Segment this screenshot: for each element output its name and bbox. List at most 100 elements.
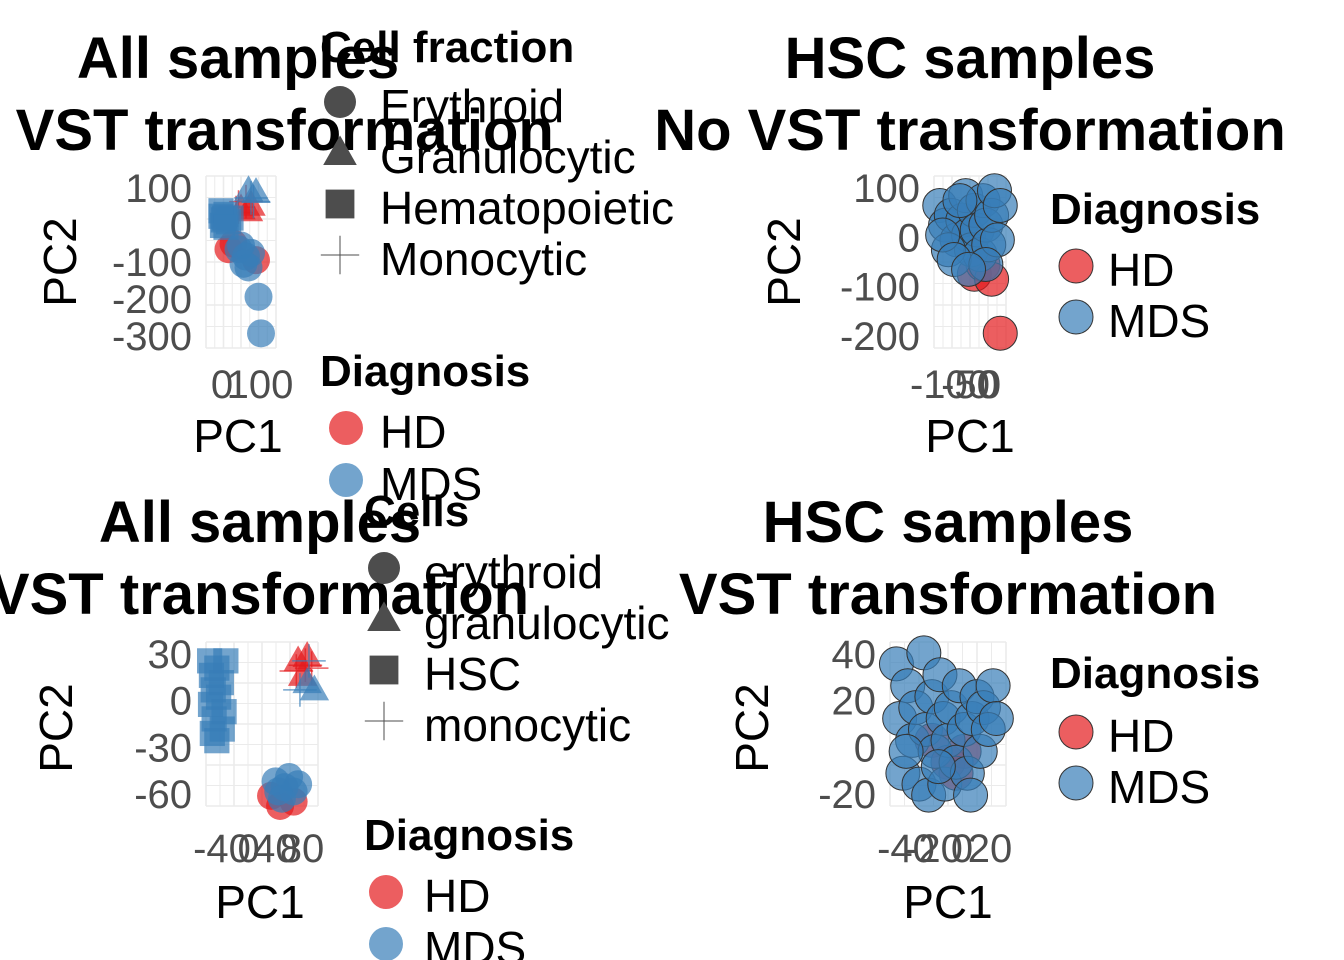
- legend-key-square: [369, 655, 399, 685]
- legend-key-hd: [329, 411, 363, 445]
- chart-subtitle: No VST transformation: [654, 98, 1286, 163]
- x-axis-title: PC1: [193, 410, 282, 462]
- x-tick-label: -40: [193, 827, 251, 871]
- y-tick-label: 0: [898, 216, 920, 260]
- chart-subtitle: VST transformation: [679, 562, 1217, 627]
- data-point-mds: [292, 644, 326, 678]
- chart-subtitle: No VST transformation: [0, 98, 554, 163]
- data-point-mds: [975, 668, 1011, 704]
- legend-title: Diagnosis: [320, 347, 530, 396]
- data-point-mds: [236, 184, 271, 219]
- legend-title: Diagnosis: [364, 811, 574, 860]
- legend-label: HD: [1108, 244, 1174, 296]
- data-point-mds: [234, 253, 263, 282]
- chart-subtitle: VST transformation: [0, 562, 529, 627]
- x-tick-label: -40: [877, 827, 935, 871]
- y-tick-label: -200: [112, 278, 192, 322]
- data-point-mds: [888, 733, 924, 769]
- y-axis-title: PC2: [34, 217, 86, 306]
- y-axis-title: PC2: [30, 683, 82, 772]
- x-tick-label: 40: [253, 827, 298, 871]
- legend-label: HD: [1108, 710, 1174, 762]
- y-axis-title: PC2: [726, 683, 778, 772]
- legend-key-square: [325, 189, 355, 219]
- legend-key-mds: [329, 463, 363, 497]
- legend-label: MDS: [380, 458, 482, 510]
- x-axis-title: PC1: [925, 410, 1014, 462]
- y-tick-label: 0: [854, 726, 876, 770]
- legend-label: MDS: [1108, 761, 1210, 813]
- legend-label: Hematopoietic: [380, 182, 674, 234]
- data-point-mds: [978, 701, 1014, 737]
- x-tick-label: 20: [968, 827, 1013, 871]
- data-point-mds: [208, 670, 234, 696]
- data-points: [878, 635, 1014, 813]
- legend-key-hd: [1058, 714, 1094, 750]
- legend-label: MDS: [424, 922, 526, 960]
- data-point-mds: [247, 319, 275, 348]
- legend-label: HD: [380, 406, 446, 458]
- legend-key-circle: [324, 86, 356, 118]
- data-points: [208, 175, 275, 348]
- legend-key-mds: [1058, 765, 1094, 801]
- data-point-mds: [299, 674, 330, 701]
- data-point-mds: [953, 777, 989, 813]
- legend-label: MDS: [1108, 295, 1210, 347]
- y-tick-label: -300: [112, 315, 192, 359]
- x-tick-label: -20: [905, 827, 963, 871]
- y-tick-label: -60: [134, 773, 192, 817]
- data-point-mds: [213, 648, 239, 674]
- legend-title: Cell fraction: [320, 23, 574, 72]
- legend-label: Granulocytic: [380, 131, 636, 183]
- data-point-mds: [283, 673, 317, 707]
- legend-label: Monocytic: [380, 233, 587, 285]
- legend-key-circle: [368, 552, 400, 584]
- data-point-mds: [920, 749, 956, 785]
- y-tick-label: -100: [112, 241, 192, 285]
- data-point-mds: [982, 187, 1018, 223]
- y-tick-label: 100: [853, 167, 920, 211]
- x-tick-label: 0: [979, 363, 1001, 407]
- data-point-mds: [241, 177, 271, 203]
- legend-key-hd: [1058, 248, 1094, 284]
- data-point-mds: [951, 251, 987, 287]
- data-points: [922, 173, 1018, 351]
- legend-label: granulocytic: [424, 597, 669, 649]
- y-tick-label: 40: [832, 633, 877, 677]
- legend-label: HSC: [424, 648, 521, 700]
- chart-title: All samples: [99, 490, 421, 555]
- y-axis-title: PC2: [758, 217, 810, 306]
- legend-title: Cells: [364, 487, 469, 536]
- y-tick-label: 0: [170, 204, 192, 248]
- y-tick-label: -100: [840, 266, 920, 310]
- y-tick-label: 30: [148, 633, 193, 677]
- x-axis-title: PC1: [215, 876, 304, 928]
- data-point-mds: [244, 282, 273, 311]
- legend-key-hd: [369, 875, 403, 909]
- x-tick-label: 100: [227, 363, 294, 407]
- chart-title: HSC samples: [763, 490, 1134, 555]
- y-tick-label: 20: [832, 680, 877, 724]
- y-tick-label: -30: [134, 726, 192, 770]
- x-axis-title: PC1: [903, 876, 992, 928]
- x-tick-label: 80: [280, 827, 325, 871]
- y-tick-label: 0: [170, 680, 192, 724]
- legend-title: Diagnosis: [1050, 185, 1260, 234]
- y-tick-label: -200: [840, 315, 920, 359]
- data-point-mds: [234, 181, 268, 215]
- x-tick-label: -50: [941, 363, 999, 407]
- legend-key-plus: [364, 701, 404, 741]
- legend-key-triangle: [323, 135, 357, 165]
- legend-label: erythroid: [424, 546, 603, 598]
- data-point-mds: [204, 728, 230, 754]
- legend-label: Erythroid: [380, 80, 564, 132]
- y-tick-label: -20: [818, 773, 876, 817]
